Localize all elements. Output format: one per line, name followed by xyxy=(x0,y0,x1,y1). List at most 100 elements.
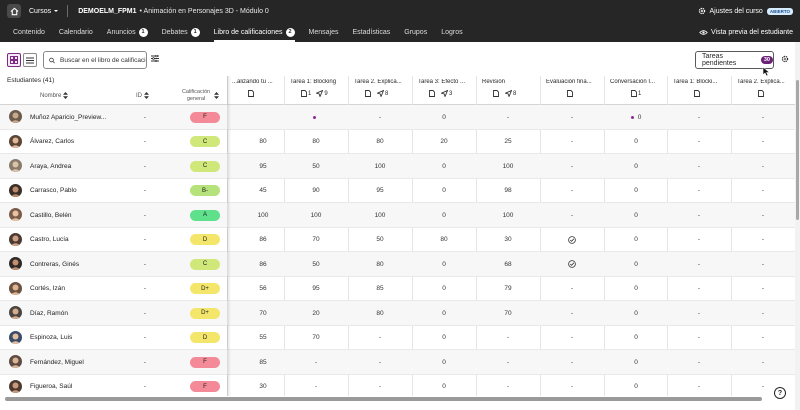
nav-item-4[interactable]: Libro de calificaciones 2 xyxy=(213,22,295,42)
grade-cell[interactable]: 45 xyxy=(259,187,267,194)
course-settings[interactable]: Ajustes del curso ABIERTO xyxy=(698,0,793,22)
grade-cell[interactable]: - xyxy=(761,383,765,390)
avatar[interactable] xyxy=(9,355,22,368)
avatar[interactable] xyxy=(9,232,22,246)
grade-cell[interactable]: 100 xyxy=(374,162,386,170)
help-button[interactable]: ? xyxy=(774,387,786,399)
grade-cell[interactable]: 80 xyxy=(376,309,384,317)
grade-cell[interactable]: - xyxy=(697,285,701,292)
grade-cell[interactable]: 80 xyxy=(312,138,320,145)
grade-cell[interactable]: 0 xyxy=(634,211,638,219)
grade-cell[interactable]: 79 xyxy=(504,285,512,292)
grade-cell[interactable]: 20 xyxy=(440,138,448,145)
grade-cell[interactable]: - xyxy=(570,285,574,292)
student-name[interactable]: Fernández, Miguel xyxy=(30,358,84,366)
grade-cell[interactable]: 100 xyxy=(374,211,386,219)
grade-cell[interactable]: - xyxy=(761,187,765,194)
name-column-header[interactable]: Nombre xyxy=(40,92,69,99)
grade-cell[interactable]: 55 xyxy=(259,334,267,341)
grade-cell[interactable]: 0 xyxy=(634,334,638,341)
scrollbar-thumb[interactable] xyxy=(796,80,799,220)
nav-item-8[interactable]: Logros xyxy=(441,22,462,42)
horizontal-scrollbar[interactable] xyxy=(0,396,795,401)
nav-item-0[interactable]: Contenido xyxy=(13,22,45,42)
grade-cell[interactable]: 0 xyxy=(442,187,446,194)
overall-grade-cell[interactable]: F xyxy=(183,375,227,397)
grade-column-header[interactable]: Tarea 3: Efecto ... 3 xyxy=(412,76,476,105)
avatar[interactable] xyxy=(9,330,22,344)
student-name[interactable]: Carrasco, Pablo xyxy=(30,187,77,194)
avatar[interactable] xyxy=(9,183,22,197)
grade-cell[interactable]: 0 xyxy=(442,285,446,292)
avatar[interactable] xyxy=(9,281,22,295)
grade-cell[interactable]: 56 xyxy=(259,285,267,292)
grade-cell[interactable]: 0 xyxy=(442,383,446,390)
grade-cell[interactable]: - xyxy=(506,358,510,366)
avatar[interactable] xyxy=(9,379,22,393)
home-icon[interactable] xyxy=(7,4,21,18)
grade-column-header[interactable]: Tarea 1: Blocking 1 9 xyxy=(284,76,348,105)
search-input[interactable] xyxy=(60,56,146,64)
student-name[interactable]: Muñoz Aparicio_Preview... xyxy=(30,113,107,121)
nav-item-7[interactable]: Grupos xyxy=(404,22,427,42)
grade-cell[interactable] xyxy=(540,252,604,276)
grade-cell[interactable]: 86 xyxy=(259,236,267,243)
grade-cell[interactable]: - xyxy=(506,334,510,341)
grade-cell[interactable]: - xyxy=(697,162,701,170)
avatar[interactable] xyxy=(9,134,22,148)
grade-cell[interactable]: - xyxy=(378,358,382,366)
grade-cell[interactable]: - xyxy=(314,358,318,366)
overall-grade-cell[interactable]: C xyxy=(183,130,227,154)
grade-cell[interactable]: 95 xyxy=(376,187,384,194)
overall-grade-column-header[interactable]: Calificación general xyxy=(180,89,219,102)
grade-column-header[interactable]: Tarea 1: Blocki... xyxy=(667,76,731,105)
grid-view-button[interactable] xyxy=(7,53,21,67)
grade-cell[interactable]: 98 xyxy=(504,187,512,194)
grade-cell[interactable]: 100 xyxy=(310,211,322,219)
grade-cell[interactable]: 0 xyxy=(634,383,638,390)
grade-cell[interactable]: 100 xyxy=(502,162,514,170)
nav-item-1[interactable]: Calendario xyxy=(59,22,93,42)
grade-cell[interactable]: - xyxy=(761,260,765,268)
nav-item-6[interactable]: Estadísticas xyxy=(353,22,391,42)
grade-cell[interactable]: - xyxy=(761,236,765,243)
grade-cell[interactable]: 0 xyxy=(442,334,446,341)
grade-cell[interactable]: 0 xyxy=(442,211,446,219)
grade-cell[interactable]: 0 xyxy=(634,285,638,292)
grade-cell[interactable]: - xyxy=(697,260,701,268)
grade-cell[interactable]: - xyxy=(697,211,701,219)
grade-cell[interactable]: 0 xyxy=(634,260,638,268)
grade-cell[interactable] xyxy=(540,228,604,252)
overall-grade-cell[interactable]: D xyxy=(183,228,227,252)
grade-cell[interactable]: - xyxy=(378,113,382,121)
grade-cell[interactable]: - xyxy=(697,138,701,145)
overall-grade-cell[interactable]: F xyxy=(183,350,227,374)
student-name[interactable]: Araya, Andrea xyxy=(30,162,72,170)
grade-cell[interactable]: 30 xyxy=(259,383,267,390)
grade-cell[interactable]: - xyxy=(697,309,701,317)
grade-cell[interactable]: 0 xyxy=(634,162,638,170)
overall-grade-cell[interactable]: A xyxy=(183,203,227,227)
student-preview-button[interactable]: Vista previa del estudiante xyxy=(699,22,793,42)
grade-cell[interactable]: 70 xyxy=(259,309,267,317)
avatar[interactable] xyxy=(9,257,22,270)
grade-cell[interactable]: 0 xyxy=(442,260,446,268)
overall-grade-cell[interactable]: C xyxy=(183,252,227,276)
grade-cell[interactable]: 85 xyxy=(259,358,267,366)
student-name[interactable]: Álvarez, Carlos xyxy=(30,138,75,145)
grade-cell[interactable]: - xyxy=(697,236,701,243)
grade-cell[interactable]: 95 xyxy=(259,162,267,170)
grade-cell[interactable]: 50 xyxy=(376,236,384,243)
grade-column-header[interactable]: Revisión 8 xyxy=(476,76,540,105)
grade-cell[interactable]: - xyxy=(761,358,765,366)
grade-column-header[interactable]: Evaluación fina... xyxy=(540,76,604,105)
student-name[interactable]: Cortés, Izán xyxy=(30,285,66,292)
overall-grade-cell[interactable]: F xyxy=(183,105,227,129)
grade-cell[interactable]: 30 xyxy=(504,236,512,243)
grade-cell[interactable]: - xyxy=(697,113,701,121)
grade-cell[interactable]: 0 xyxy=(634,358,638,366)
grade-cell[interactable]: 0 xyxy=(442,309,446,317)
grade-column-header[interactable]: Tarea 2. Explica... xyxy=(731,76,795,105)
gradebook-settings-icon[interactable] xyxy=(781,55,789,65)
grade-cell[interactable]: 80 xyxy=(440,236,448,243)
